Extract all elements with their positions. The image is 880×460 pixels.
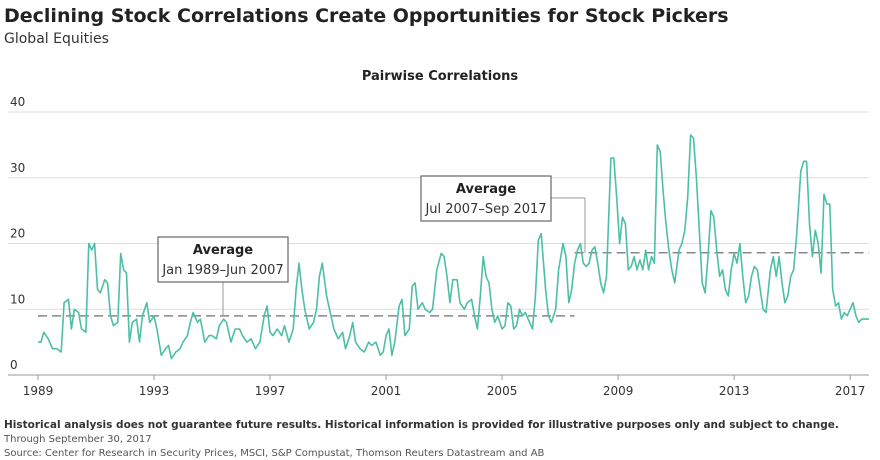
- footnote: Source: Center for Research in Security …: [4, 448, 545, 459]
- y-tick-label: 0: [10, 358, 18, 372]
- callout-period: Jul 2007–Sep 2017: [424, 202, 546, 217]
- callout-box: [420, 175, 552, 222]
- y-tick-label: 30: [10, 161, 25, 175]
- x-tick-label: 1989: [23, 384, 54, 398]
- chart-subtitle: Global Equities: [4, 31, 109, 47]
- footnote: Historical analysis does not guarantee f…: [4, 419, 839, 431]
- x-tick-label: 1993: [139, 384, 170, 398]
- data-line: [38, 134, 869, 360]
- x-tick-label: 2001: [371, 384, 402, 398]
- footnote: Through September 30, 2017: [3, 434, 152, 445]
- y-tick-label: 40: [10, 95, 25, 109]
- y-tick-label: 20: [10, 227, 25, 241]
- callout-box: [157, 236, 289, 283]
- callout-title: Average: [193, 243, 253, 258]
- leader-line: [551, 197, 586, 253]
- x-tick-label: 2009: [603, 384, 634, 398]
- x-tick-label: 2013: [719, 384, 750, 398]
- chart-title: Declining Stock Correlations Create Oppo…: [4, 5, 729, 27]
- x-tick-label: 2017: [835, 384, 866, 398]
- plot-title: Pairwise Correlations: [362, 69, 519, 84]
- callout-period: Jan 1989–Jun 2007: [161, 263, 283, 278]
- x-tick-label: 2005: [487, 384, 518, 398]
- x-tick-label: 1997: [255, 384, 286, 398]
- y-tick-label: 10: [10, 292, 25, 306]
- callout-title: Average: [456, 182, 516, 197]
